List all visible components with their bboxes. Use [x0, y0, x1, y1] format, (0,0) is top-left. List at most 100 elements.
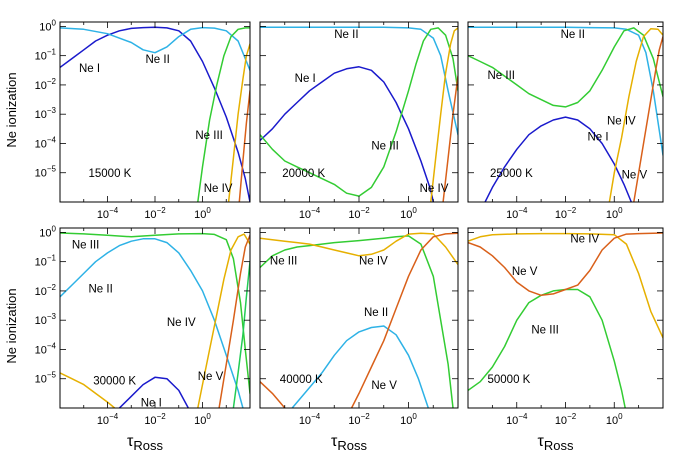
series-line-ne-iii: [197, 27, 250, 202]
ion-label: Ne I: [587, 132, 608, 144]
temperature-label: 50000 K: [488, 374, 531, 386]
series-line-ne-iv: [468, 232, 663, 339]
y-tick-label: 100: [39, 18, 56, 33]
tick-exponent: −2: [567, 412, 577, 421]
series-line-ne-v: [260, 380, 286, 408]
tau-subscript: Ross: [337, 438, 367, 453]
tick-base: 10: [348, 209, 360, 221]
tau-subscript: Ross: [544, 438, 574, 453]
ion-label: Ne II: [561, 29, 585, 41]
series-line-ne-iii: [260, 235, 454, 408]
tick-exponent: −2: [47, 283, 57, 292]
series-line-ne-iii: [260, 27, 458, 197]
x-tick-label: 100: [194, 206, 211, 221]
series-group: [468, 232, 663, 408]
tick-base: 10: [35, 286, 47, 298]
y-tick-label: 10−1: [35, 254, 57, 269]
tick-base: 10: [35, 51, 47, 63]
x-axis-label: τRoss: [331, 433, 367, 453]
ion-label: Ne III: [488, 70, 515, 82]
tick-exponent: −4: [518, 412, 528, 421]
series-line-ne-v: [633, 35, 663, 202]
ion-label: Ne IV: [420, 183, 449, 195]
ion-label: Ne I: [141, 398, 162, 410]
series-line-ne-v: [238, 90, 250, 202]
x-tick-label: 10−2: [555, 206, 577, 221]
x-tick-label: 10−2: [144, 206, 166, 221]
tick-exponent: 0: [206, 412, 211, 421]
tick-exponent: −2: [157, 206, 167, 215]
tick-exponent: −3: [47, 106, 57, 115]
tick-exponent: −4: [47, 341, 57, 350]
tau-subscript: Ross: [133, 438, 163, 453]
ion-label: Ne V: [371, 380, 397, 392]
ion-label: Ne I: [295, 73, 316, 85]
series-line-ne-iv: [227, 43, 250, 202]
tick-base: 10: [299, 209, 311, 221]
series-group: [468, 26, 663, 202]
tick-exponent: −4: [311, 412, 321, 421]
tick-base: 10: [35, 168, 47, 180]
tick-exponent: −4: [109, 412, 119, 421]
series-line-ne-i: [60, 26, 250, 202]
ion-label: Ne III: [371, 140, 398, 152]
tick-base: 10: [506, 209, 518, 221]
tick-base: 10: [35, 138, 47, 150]
ion-label: Ne III: [270, 256, 297, 268]
tick-exponent: −2: [361, 412, 371, 421]
ion-label: Ne II: [146, 54, 170, 66]
tick-exponent: 0: [206, 206, 211, 215]
tick-base: 10: [35, 344, 47, 356]
tick-base: 10: [39, 21, 51, 33]
series-group: [260, 26, 458, 202]
tick-base: 10: [144, 209, 156, 221]
tick-exponent: −2: [157, 412, 167, 421]
ion-label: Ne II: [89, 283, 113, 295]
tick-exponent: −2: [567, 206, 577, 215]
x-axis-label: τRoss: [538, 433, 574, 453]
series-line-ne-ii: [260, 26, 458, 136]
series-group: [60, 26, 250, 202]
ion-label: Ne II: [334, 29, 358, 41]
tick-base: 10: [400, 209, 412, 221]
ion-label: Ne III: [531, 324, 558, 336]
ion-label: Ne V: [622, 170, 648, 182]
tick-exponent: −4: [47, 135, 57, 144]
tick-exponent: 0: [618, 412, 623, 421]
temperature-label: 25000 K: [490, 168, 533, 180]
ion-label: Ne I: [79, 63, 100, 75]
ion-label: Ne IV: [204, 183, 233, 195]
series-line-ne-v: [468, 232, 663, 297]
ion-label: Ne IV: [570, 234, 599, 246]
y-tick-label: 10−2: [35, 283, 57, 298]
ion-label: Ne V: [512, 266, 538, 278]
series-line-ne-ii: [468, 26, 663, 156]
x-tick-label: 10−4: [299, 412, 321, 427]
tick-base: 10: [144, 415, 156, 427]
series-line-ne-i: [484, 116, 633, 202]
tick-exponent: 0: [52, 224, 57, 233]
temperature-label: 40000 K: [280, 374, 323, 386]
y-axis-label-bottom: Ne ionization: [4, 288, 19, 363]
series-line-ne-iii: [468, 288, 626, 408]
tick-base: 10: [400, 415, 412, 427]
y-tick-label: 10−5: [35, 371, 57, 386]
tick-exponent: −1: [47, 48, 57, 57]
tick-exponent: 0: [412, 412, 417, 421]
tick-base: 10: [348, 415, 360, 427]
tick-base: 10: [35, 374, 47, 386]
tick-base: 10: [194, 415, 206, 427]
ion-label: Ne V: [198, 371, 224, 383]
tick-exponent: 0: [618, 206, 623, 215]
series-line-ne-iv: [197, 233, 250, 408]
tick-base: 10: [35, 257, 47, 269]
series-line-ne-iv: [60, 372, 116, 408]
x-tick-label: 10−4: [299, 206, 321, 221]
series-line-ne-iv: [430, 27, 458, 202]
series-line-ne-iii: [468, 27, 663, 108]
tick-base: 10: [97, 415, 109, 427]
